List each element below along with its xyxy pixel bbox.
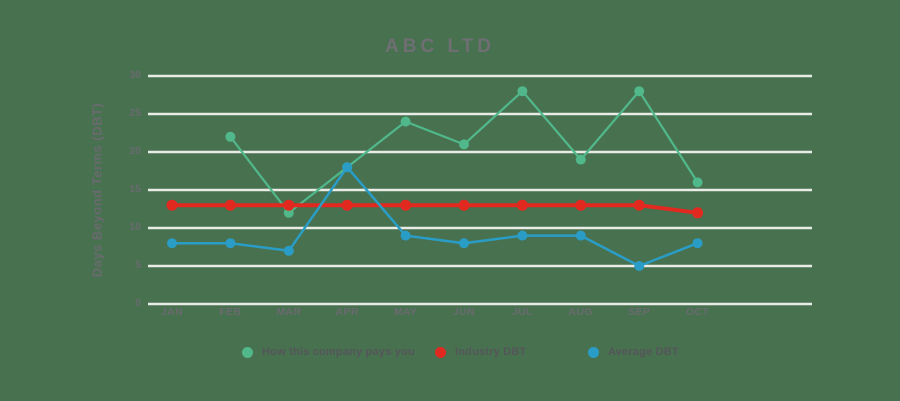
- x-tick-label: JAN: [161, 306, 183, 318]
- data-point: [516, 199, 528, 211]
- x-tick-label: SEP: [628, 306, 651, 318]
- data-point: [224, 199, 236, 211]
- data-point: [575, 154, 586, 165]
- y-tick-label: 0: [135, 297, 141, 309]
- data-point: [283, 245, 294, 256]
- data-point: [517, 86, 528, 97]
- data-point: [517, 230, 528, 241]
- data-point: [692, 238, 703, 249]
- data-point: [634, 86, 645, 97]
- data-point: [225, 131, 236, 142]
- data-point: [692, 177, 703, 188]
- data-point: [634, 261, 645, 271]
- x-tick-label: OCT: [686, 306, 710, 318]
- y-tick-label: 5: [135, 259, 141, 271]
- data-point: [283, 199, 295, 211]
- y-tick-label: 20: [129, 145, 141, 157]
- x-tick-label: JUN: [453, 306, 475, 318]
- y-tick-label: 15: [129, 183, 141, 195]
- data-point: [283, 207, 294, 218]
- data-point: [458, 199, 470, 211]
- data-point: [459, 238, 469, 249]
- data-point: [633, 199, 645, 211]
- data-point: [167, 238, 177, 249]
- data-point: [692, 207, 704, 219]
- data-point: [459, 139, 469, 150]
- x-tick-label: MAR: [276, 306, 302, 318]
- data-point: [400, 230, 411, 241]
- data-point: [225, 238, 236, 249]
- data-point: [342, 162, 353, 173]
- data-point: [400, 116, 411, 127]
- y-tick-label: 10: [129, 221, 141, 233]
- x-tick-label: FEB: [219, 306, 242, 318]
- data-point: [400, 199, 412, 211]
- data-point: [575, 199, 587, 211]
- y-tick-label: 30: [129, 69, 141, 81]
- data-point: [341, 199, 353, 211]
- y-tick-label: 25: [129, 107, 141, 119]
- series-line-2: [170, 165, 699, 268]
- data-point: [575, 230, 586, 241]
- x-tick-label: JUL: [512, 306, 533, 318]
- x-tick-label: AUG: [568, 306, 593, 318]
- x-tick-label: APR: [335, 306, 359, 318]
- chart-title: ABC LTD: [385, 36, 495, 57]
- series-line-1: [170, 203, 700, 215]
- x-tick-label: MAY: [393, 306, 418, 318]
- data-point: [166, 199, 178, 211]
